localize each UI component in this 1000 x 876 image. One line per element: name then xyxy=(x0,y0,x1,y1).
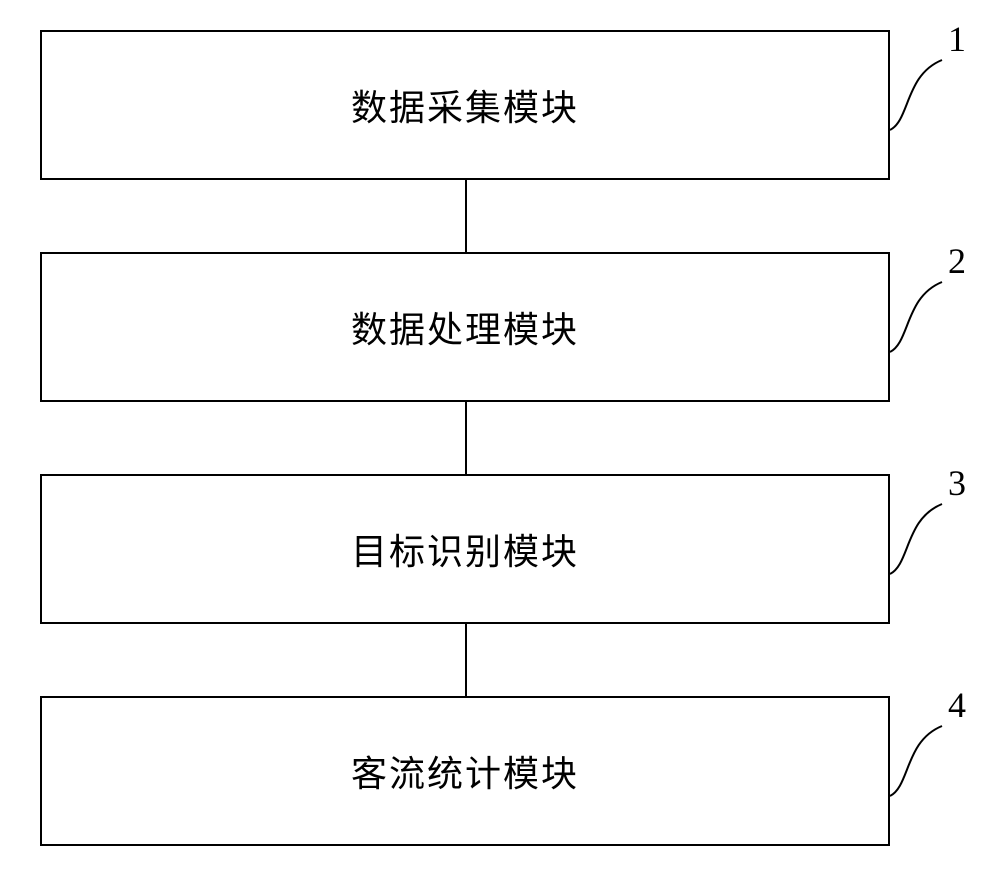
callout-curve-4 xyxy=(0,0,1000,876)
callout-number-4: 4 xyxy=(948,684,966,726)
flowchart-container: 数据采集模块 数据处理模块 目标识别模块 客流统计模块 1 2 3 4 xyxy=(0,0,1000,876)
